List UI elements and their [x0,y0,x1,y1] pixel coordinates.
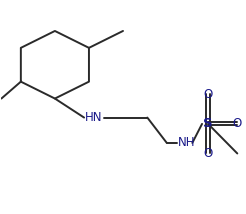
Text: O: O [233,117,242,130]
Text: HN: HN [85,111,103,124]
Text: NH: NH [177,136,195,149]
Text: O: O [203,147,213,160]
Text: O: O [203,88,213,101]
Text: S: S [203,117,213,130]
